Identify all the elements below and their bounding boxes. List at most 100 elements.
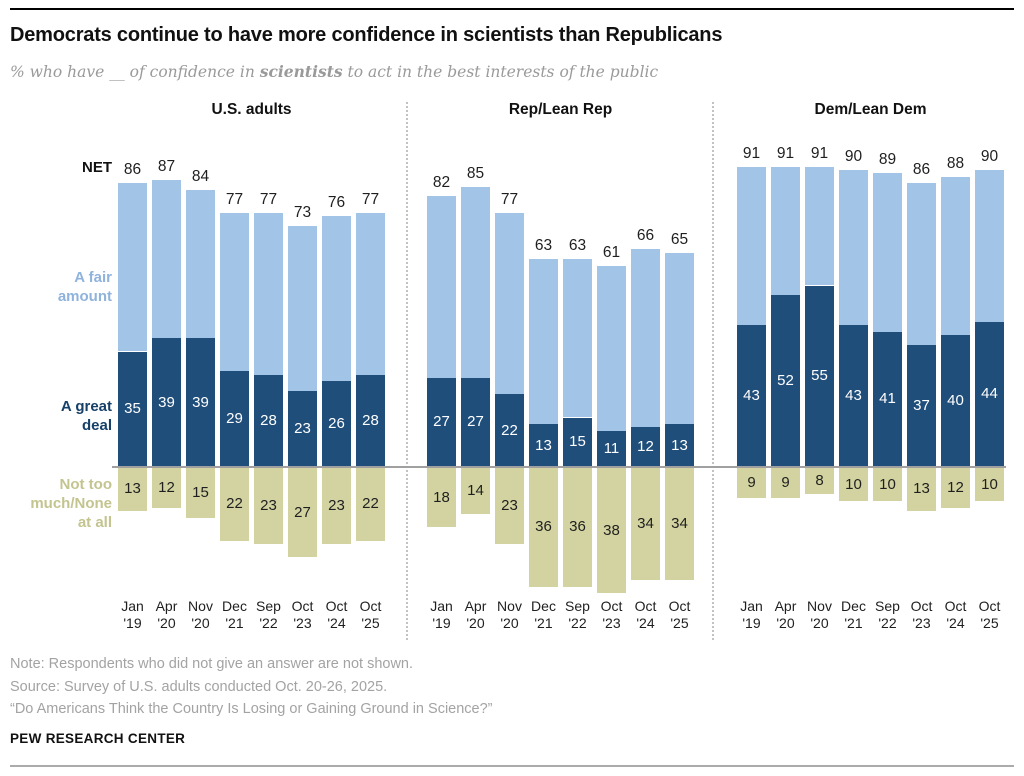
- subtitle-emphasis: scientists: [259, 62, 343, 81]
- bar-not-too-much-segment: [839, 468, 868, 501]
- bar-fair-amount-segment: [322, 216, 351, 382]
- great-deal-value: 13: [671, 436, 688, 454]
- net-value: 91: [776, 144, 795, 162]
- bottom-divider: [10, 765, 1014, 767]
- legend-fair-amount: A fair amount: [57, 269, 112, 305]
- great-deal-value: 15: [569, 433, 586, 451]
- x-tick-label: Apr '20: [155, 598, 178, 631]
- bar-great-deal-segment: [322, 381, 351, 467]
- net-value: 89: [878, 151, 897, 169]
- bar-not-too-much-segment: [975, 468, 1004, 501]
- bar-fair-amount-segment: [839, 170, 868, 326]
- not-too-much-value: 9: [747, 473, 756, 491]
- bar-fair-amount-segment: [461, 186, 490, 378]
- bar-fair-amount-segment: [665, 252, 694, 425]
- bar-great-deal-segment: [839, 325, 868, 467]
- great-deal-value: 22: [501, 421, 518, 439]
- great-deal-value: 26: [328, 415, 345, 433]
- bar-great-deal-segment: [152, 338, 181, 467]
- net-value: 66: [636, 227, 655, 245]
- not-too-much-value: 10: [845, 475, 862, 493]
- subtitle-pre: % who have __ of confidence in: [10, 63, 260, 81]
- x-tick-label: Sep '22: [565, 598, 590, 631]
- not-too-much-value: 12: [158, 478, 175, 496]
- x-tick-label: Dec '21: [841, 598, 866, 631]
- bar-fair-amount-segment: [288, 226, 317, 392]
- great-deal-value: 41: [879, 390, 896, 408]
- bar-great-deal-segment: [975, 321, 1004, 467]
- x-tick-label: Oct '23: [600, 598, 623, 631]
- great-deal-value: 43: [845, 387, 862, 405]
- net-value: 63: [568, 237, 587, 255]
- bar-not-too-much-segment: [495, 468, 524, 544]
- x-tick-label: Oct '24: [944, 598, 967, 631]
- x-tick-label: Dec '21: [531, 598, 556, 631]
- bar-not-too-much-segment: [771, 468, 800, 498]
- x-tick-label: Nov '20: [188, 598, 213, 631]
- bar-great-deal-segment: [597, 430, 626, 467]
- x-tick-label: Dec '21: [222, 598, 247, 631]
- panel-separator-2: [712, 102, 714, 640]
- bar-fair-amount-segment: [941, 176, 970, 335]
- bar-not-too-much-segment: [288, 468, 317, 558]
- net-value: 84: [191, 167, 210, 185]
- bar-fair-amount-segment: [220, 212, 249, 372]
- bar-not-too-much-segment: [597, 468, 626, 594]
- panel-title: Rep/Lean Rep: [508, 101, 613, 118]
- not-too-much-value: 8: [815, 472, 824, 490]
- not-too-much-value: 18: [433, 488, 450, 506]
- net-value: 91: [810, 144, 829, 162]
- bar-great-deal-segment: [288, 391, 317, 467]
- not-too-much-value: 23: [260, 496, 277, 514]
- net-value: 65: [670, 230, 689, 248]
- net-value: 85: [466, 164, 485, 182]
- net-value: 86: [123, 161, 142, 179]
- bar-not-too-much-segment: [220, 468, 249, 541]
- great-deal-value: 39: [192, 393, 209, 411]
- great-deal-value: 43: [743, 387, 760, 405]
- not-too-much-value: 10: [981, 475, 998, 493]
- x-tick-label: Apr '20: [464, 598, 487, 631]
- net-value: 91: [742, 144, 761, 162]
- bar-fair-amount-segment: [631, 249, 660, 428]
- panel-separator-1: [406, 102, 408, 640]
- legend-not-too-much-none: Not too much/None at all: [30, 476, 112, 531]
- bar-fair-amount-segment: [737, 166, 766, 326]
- net-value: 77: [500, 190, 519, 208]
- subtitle-post: to act in the best interests of the publ…: [342, 63, 659, 81]
- report-title-line: “Do Americans Think the Country Is Losin…: [10, 701, 493, 717]
- chart-title: Democrats continue to have more confiden…: [10, 24, 723, 46]
- bar-not-too-much-segment: [152, 468, 181, 508]
- not-too-much-value: 14: [467, 482, 484, 500]
- bar-great-deal-segment: [907, 344, 936, 467]
- bar-not-too-much-segment: [254, 468, 283, 544]
- not-too-much-value: 22: [226, 495, 243, 513]
- bar-great-deal-segment: [118, 351, 147, 467]
- net-value: 77: [225, 190, 244, 208]
- bar-fair-amount-segment: [873, 173, 902, 332]
- zero-baseline: [112, 466, 1006, 468]
- net-value: 63: [534, 237, 553, 255]
- not-too-much-value: 38: [603, 521, 620, 539]
- x-tick-label: Oct '23: [910, 598, 933, 631]
- bar-great-deal-segment: [873, 331, 902, 467]
- bar-not-too-much-segment: [529, 468, 558, 587]
- x-tick-label: Oct '25: [978, 598, 1001, 631]
- net-value: 61: [602, 243, 621, 261]
- bar-not-too-much-segment: [941, 468, 970, 508]
- net-value: 77: [361, 190, 380, 208]
- bar-great-deal-segment: [941, 335, 970, 467]
- bar-not-too-much-segment: [563, 468, 592, 587]
- brand-pew-research-center: PEW RESEARCH CENTER: [10, 731, 186, 746]
- bar-fair-amount-segment: [975, 170, 1004, 322]
- bar-great-deal-segment: [665, 424, 694, 467]
- not-too-much-value: 22: [362, 495, 379, 513]
- great-deal-value: 28: [260, 411, 277, 429]
- great-deal-value: 37: [913, 396, 930, 414]
- x-tick-label: Oct '25: [359, 598, 382, 631]
- bar-fair-amount-segment: [118, 183, 147, 352]
- great-deal-value: 35: [124, 400, 141, 418]
- great-deal-value: 29: [226, 410, 243, 428]
- x-tick-label: Jan '19: [740, 598, 763, 631]
